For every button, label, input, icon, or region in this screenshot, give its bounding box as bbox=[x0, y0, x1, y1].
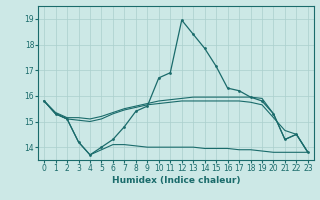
X-axis label: Humidex (Indice chaleur): Humidex (Indice chaleur) bbox=[112, 176, 240, 185]
